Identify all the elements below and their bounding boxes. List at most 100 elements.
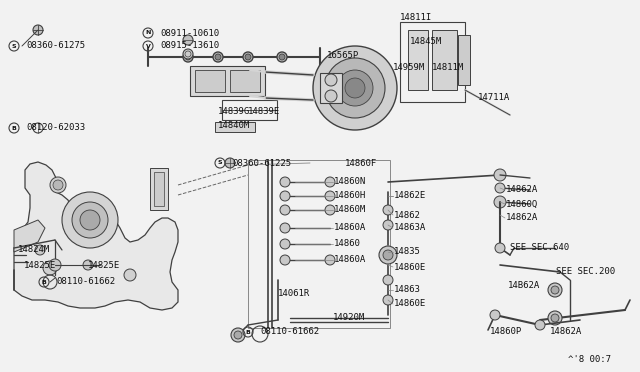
Text: 14860H: 14860H <box>334 192 366 201</box>
Text: 14811M: 14811M <box>432 64 464 73</box>
Text: 14863: 14863 <box>394 285 421 295</box>
Bar <box>190 66 265 96</box>
Circle shape <box>495 243 505 253</box>
Circle shape <box>62 192 118 248</box>
Circle shape <box>280 239 290 249</box>
Text: 14824M: 14824M <box>18 246 51 254</box>
Circle shape <box>325 177 335 187</box>
Bar <box>222 100 277 120</box>
Text: 14862A: 14862A <box>550 327 582 337</box>
Circle shape <box>383 275 393 285</box>
Polygon shape <box>14 162 178 310</box>
Text: B: B <box>12 125 17 131</box>
Text: 14920M: 14920M <box>333 314 365 323</box>
Circle shape <box>325 58 385 118</box>
Circle shape <box>280 191 290 201</box>
Text: 14860E: 14860E <box>394 263 426 272</box>
Circle shape <box>490 310 500 320</box>
Circle shape <box>383 205 393 215</box>
Circle shape <box>548 283 562 297</box>
Bar <box>195 70 225 92</box>
Text: 14825E: 14825E <box>24 260 56 269</box>
Text: 14860N: 14860N <box>334 177 366 186</box>
Circle shape <box>43 261 57 275</box>
Circle shape <box>383 295 393 305</box>
Circle shape <box>494 196 506 208</box>
Text: 14835: 14835 <box>394 247 421 257</box>
Bar <box>408 30 428 90</box>
Circle shape <box>280 205 290 215</box>
Text: 14825E: 14825E <box>88 260 120 269</box>
Text: S: S <box>12 44 16 48</box>
Bar <box>400 22 465 102</box>
Polygon shape <box>150 168 168 210</box>
Circle shape <box>35 245 45 255</box>
Circle shape <box>234 331 242 339</box>
Circle shape <box>337 70 373 106</box>
Text: 14860Q: 14860Q <box>506 199 538 208</box>
Circle shape <box>551 286 559 294</box>
Text: 14860A: 14860A <box>334 256 366 264</box>
Circle shape <box>183 49 193 59</box>
Circle shape <box>231 328 245 342</box>
Circle shape <box>245 54 251 60</box>
Text: 14860F: 14860F <box>345 158 377 167</box>
Text: 14862: 14862 <box>394 211 421 219</box>
Circle shape <box>379 246 397 264</box>
Circle shape <box>72 202 108 238</box>
Text: N: N <box>145 31 150 35</box>
Circle shape <box>345 78 365 98</box>
Circle shape <box>53 180 63 190</box>
Text: B: B <box>246 330 250 334</box>
Bar <box>458 35 470 85</box>
Polygon shape <box>154 172 164 206</box>
Text: S: S <box>218 160 222 166</box>
Circle shape <box>280 177 290 187</box>
Bar <box>248 160 390 328</box>
Circle shape <box>325 255 335 265</box>
Circle shape <box>279 54 285 60</box>
Text: 14839E: 14839E <box>248 106 280 115</box>
Text: B: B <box>42 279 47 285</box>
Circle shape <box>243 52 253 62</box>
Circle shape <box>225 158 235 168</box>
Circle shape <box>548 311 562 325</box>
Text: 08110-61662: 08110-61662 <box>56 278 115 286</box>
Text: 14845M: 14845M <box>410 38 442 46</box>
Text: SEE SEC.640: SEE SEC.640 <box>510 244 569 253</box>
Text: 14860P: 14860P <box>490 327 522 337</box>
Circle shape <box>325 191 335 201</box>
Circle shape <box>277 52 287 62</box>
Circle shape <box>551 314 559 322</box>
Circle shape <box>325 90 337 102</box>
Circle shape <box>50 177 66 193</box>
Bar <box>230 70 260 92</box>
Text: 14860: 14860 <box>334 240 361 248</box>
Circle shape <box>80 210 100 230</box>
Text: 08120-62033: 08120-62033 <box>26 124 85 132</box>
Text: 14811I: 14811I <box>400 13 432 22</box>
Circle shape <box>280 255 290 265</box>
Text: 14862A: 14862A <box>506 186 538 195</box>
Text: 14863A: 14863A <box>394 224 426 232</box>
Text: 14711A: 14711A <box>478 93 510 103</box>
Circle shape <box>325 205 335 215</box>
Bar <box>215 122 255 132</box>
Bar <box>432 30 457 90</box>
Text: 08110-61662: 08110-61662 <box>260 327 319 337</box>
Text: 08911-10610: 08911-10610 <box>160 29 219 38</box>
Circle shape <box>383 220 393 230</box>
Circle shape <box>325 74 337 86</box>
Circle shape <box>124 269 136 281</box>
Circle shape <box>280 223 290 233</box>
Circle shape <box>83 260 93 270</box>
Text: 14061R: 14061R <box>278 289 310 298</box>
Text: 08360-61225: 08360-61225 <box>232 158 291 167</box>
Text: 08360-61275: 08360-61275 <box>26 42 85 51</box>
Text: ^'8 00:7: ^'8 00:7 <box>568 356 611 365</box>
Circle shape <box>494 169 506 181</box>
Polygon shape <box>14 220 45 252</box>
Text: 14860M: 14860M <box>334 205 366 215</box>
Circle shape <box>215 54 221 60</box>
Circle shape <box>495 183 505 193</box>
